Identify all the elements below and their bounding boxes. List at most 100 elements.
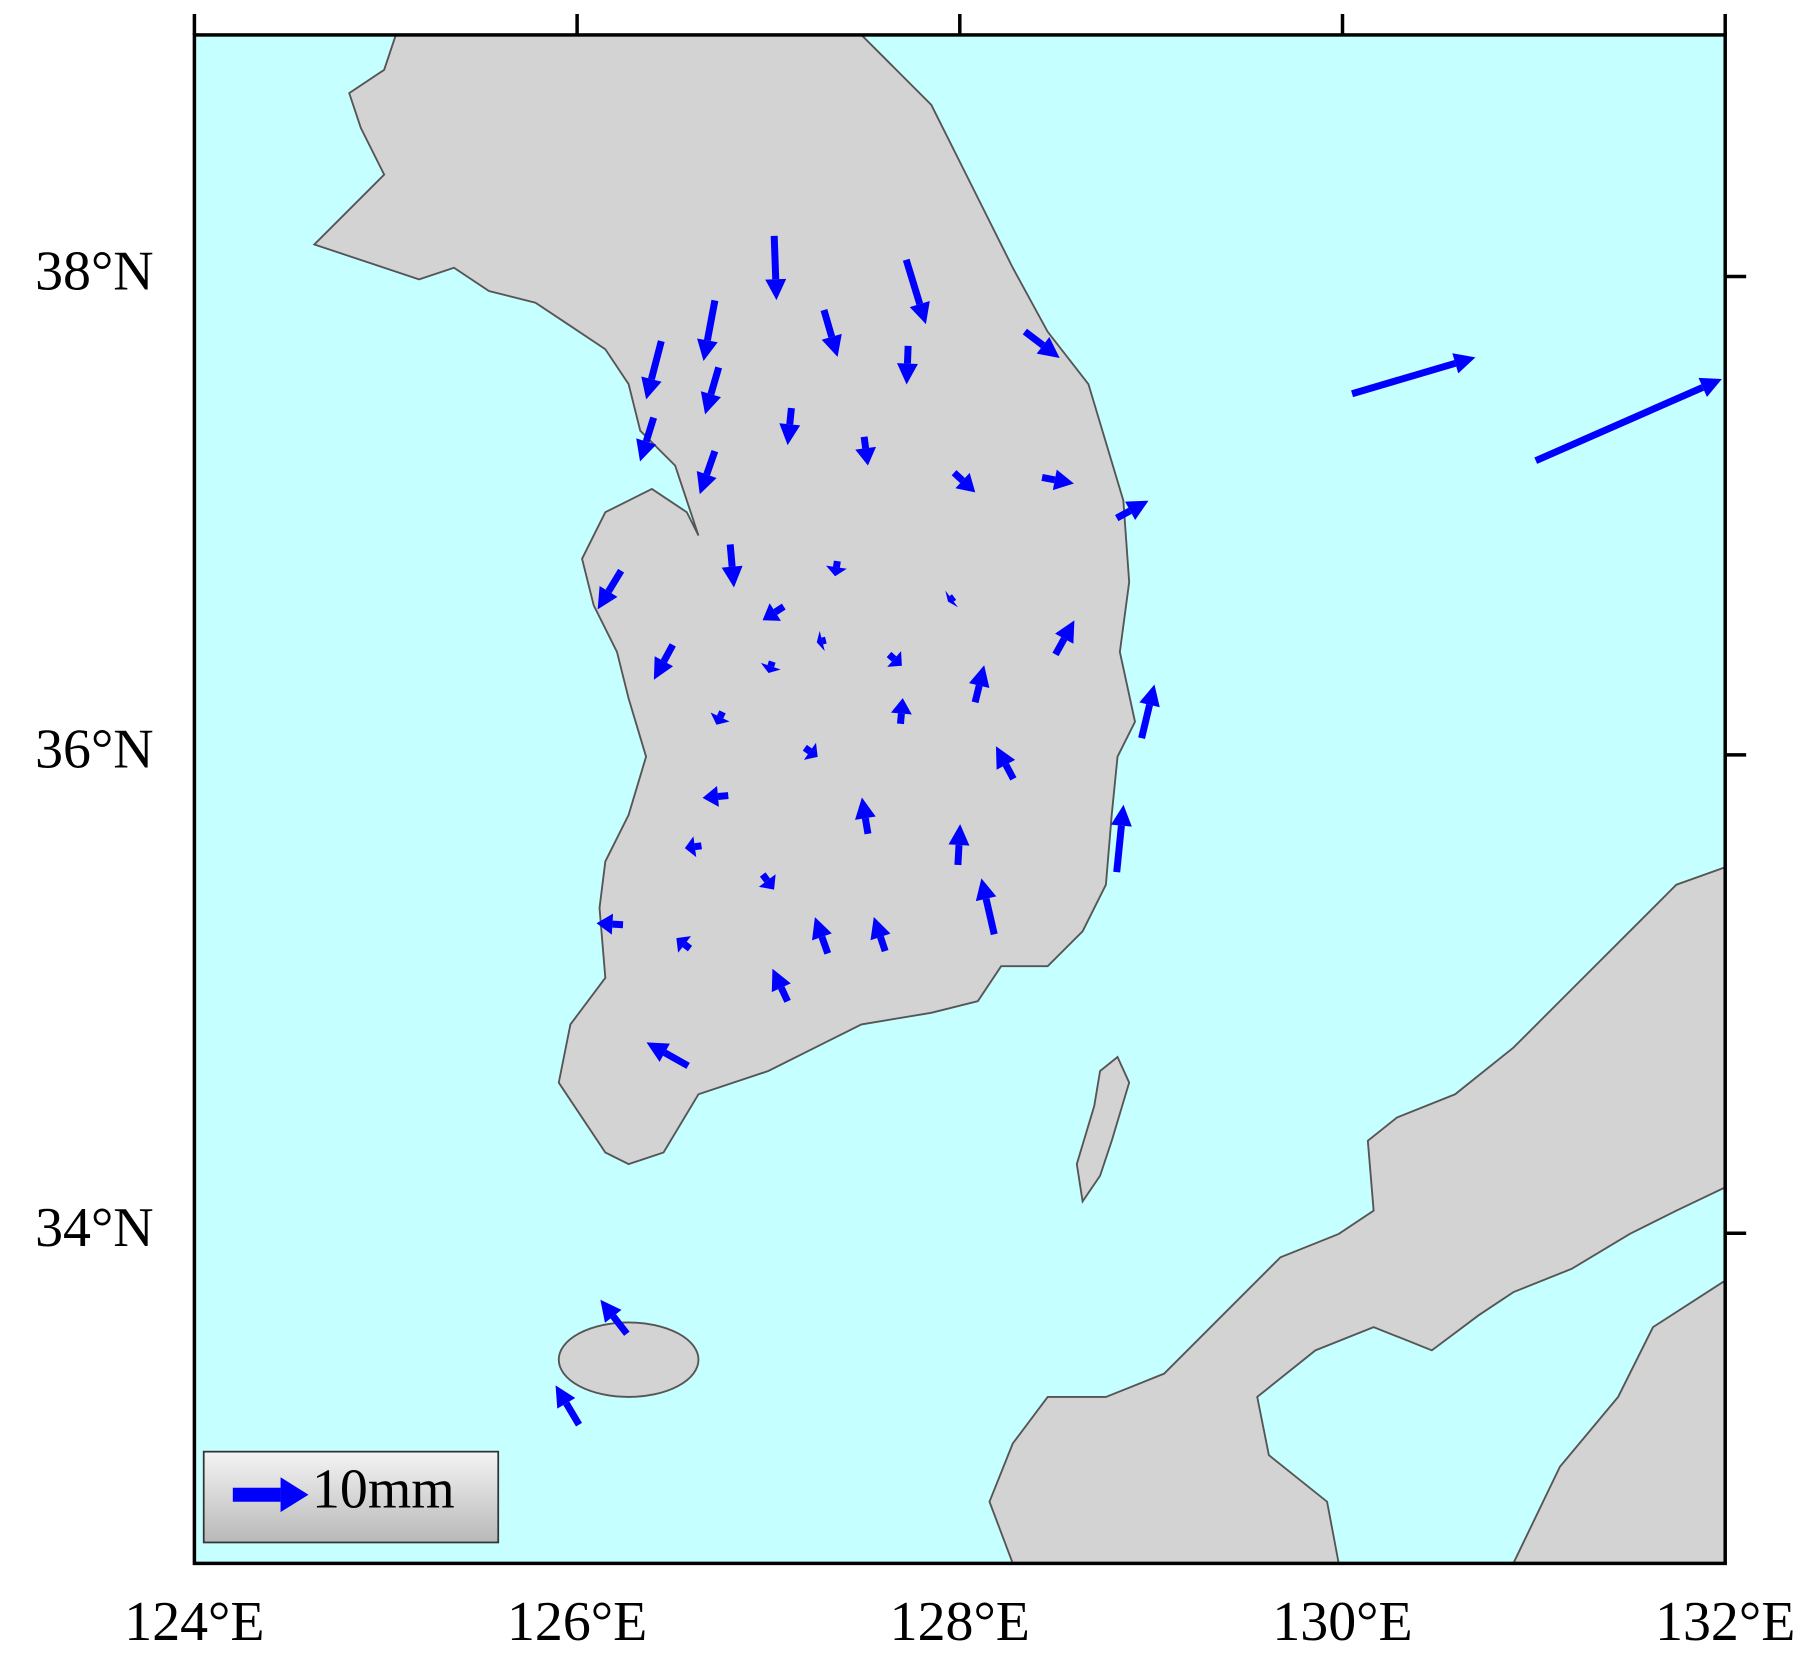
vector [995,746,1017,781]
x-tick-label: 126°E [507,1591,647,1653]
arrow-shaft [949,594,957,602]
arrow-shaft [1115,507,1132,522]
arrow-head [596,913,614,935]
arrow-head [641,376,662,400]
arrow-head [721,565,743,588]
arrow-head [1036,336,1060,359]
arrow-shaft [821,636,827,645]
vector [1534,377,1722,464]
arrow-head [758,874,776,890]
arrow-shaft [660,643,676,663]
arrow-head [597,585,618,610]
vector [820,309,842,357]
arrow-shaft [877,935,889,953]
arrow-head [1110,804,1132,827]
arrow-head [887,651,902,667]
vector [710,710,730,725]
arrow-head [646,1042,670,1062]
vector [802,742,818,760]
arrow-shaft [717,792,729,800]
vector [762,603,786,621]
y-tick-label: 36°N [35,719,154,781]
arrow-shaft [1022,328,1046,349]
arrow-shaft [832,560,841,568]
arrow-shaft [707,366,723,396]
arrow-shaft [1113,825,1125,873]
arrow-shaft [820,309,836,338]
land [312,34,1726,1564]
vector [948,824,970,866]
arrow-shaft [605,568,625,594]
vector [855,797,876,835]
arrow-head [765,278,787,301]
arrow-head [896,363,918,385]
arrow-shaft [563,1401,583,1427]
arrow-head [816,630,825,652]
arrow-shaft [703,299,719,342]
arrow-shaft [971,684,983,704]
x-tick-label: 130°E [1272,1591,1412,1653]
vector [600,1299,630,1336]
vector [555,1385,583,1427]
vector [760,660,781,673]
arrow-head [600,1299,622,1323]
arrow-shaft [716,710,726,719]
arrow-shaft [897,713,905,725]
japan-honshu [988,866,1726,1564]
arrow-head [855,446,877,466]
arrow-head [909,300,930,325]
arrow-shaft [767,660,776,668]
vector [951,470,976,493]
y-tick-label: 34°N [35,1197,154,1259]
arrow-head [280,1477,309,1513]
arrow-head [762,603,781,621]
arrow-head [779,423,801,446]
vector [812,917,832,955]
vector [855,436,877,466]
vector [969,665,990,704]
x-tick-label: 124°E [124,1591,264,1653]
arrow-head [636,438,657,462]
vector [765,235,787,301]
arrow-head [995,746,1016,770]
vector [696,449,719,495]
arrow-shaft [694,842,702,851]
vector [646,1042,690,1069]
vector [886,651,902,667]
tsushima [1075,1055,1131,1204]
vector [721,544,743,588]
vector [1138,684,1160,739]
arrow-head [710,712,730,725]
arrow-shaft [1351,359,1457,398]
vector [1041,469,1074,491]
arrow-shaft [1041,474,1056,484]
arrow-shaft [982,897,998,936]
arrow-shaft [726,544,736,567]
arrow-head [555,1385,576,1409]
arrow-head [1139,684,1160,708]
arrow-shaft [682,941,693,952]
arrow-head [1052,469,1074,491]
x-tick-label: 128°E [890,1591,1030,1653]
arrow-head [696,471,717,495]
arrow-head [975,878,997,902]
legend-label: 10mm [312,1459,455,1521]
vector [1115,500,1149,522]
vector [702,786,729,807]
arrow-head [890,698,912,715]
arrow-shaft [802,744,812,755]
arrow-shaft [663,1049,690,1069]
arrow-head [1698,377,1722,397]
vector [1022,328,1060,359]
arrow-head [697,338,718,361]
arrow-head [812,917,832,941]
arrow-shaft [773,603,786,615]
arrow-shaft [886,651,897,662]
vector [826,560,847,577]
arrow-shaft [902,258,924,306]
y-tick-label: 38°N [35,240,154,302]
vector [597,568,625,610]
arrow-shaft [1002,763,1017,781]
arrow-head [702,786,719,807]
